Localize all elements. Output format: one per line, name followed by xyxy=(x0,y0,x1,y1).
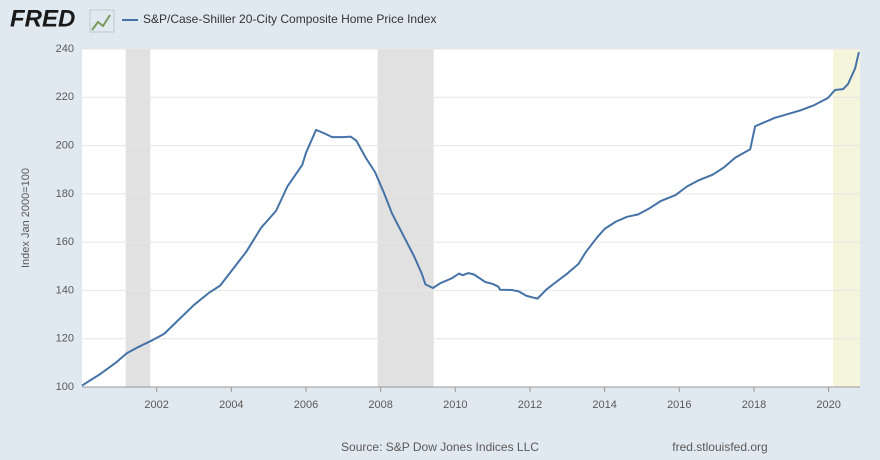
series-line xyxy=(81,51,860,387)
y-tick-label: 120 xyxy=(56,333,74,345)
x-tick-label: 2012 xyxy=(518,399,542,411)
shaded-range xyxy=(833,49,860,387)
shaded-range xyxy=(125,49,151,387)
x-tick-label: 2002 xyxy=(144,399,168,411)
y-tick-label: 180 xyxy=(56,188,74,200)
x-tick-label: 2004 xyxy=(219,399,243,411)
logo-icon xyxy=(91,14,111,31)
y-tick-label: 100 xyxy=(56,381,74,393)
y-tick-label: 200 xyxy=(56,139,74,151)
x-tick-label: 2010 xyxy=(443,399,467,411)
y-tick-label: 160 xyxy=(56,236,74,248)
logo-frame xyxy=(89,9,115,33)
x-tick-label: 2020 xyxy=(816,399,840,411)
plot-area xyxy=(82,49,860,387)
x-tick-label: 2014 xyxy=(592,399,616,411)
x-tick-label: 2006 xyxy=(294,399,318,411)
x-tick-label: 2008 xyxy=(368,399,392,411)
y-axis-label: Index Jan 2000=100 xyxy=(20,168,32,268)
shaded-range xyxy=(377,49,434,387)
logo: FRED xyxy=(10,5,75,32)
y-tick-label: 220 xyxy=(56,91,74,103)
site: fred.stlouisfed.org xyxy=(672,440,767,454)
y-tick-label: 140 xyxy=(56,284,74,296)
x-tick-label: 2016 xyxy=(667,399,691,411)
x-tick-label: 2018 xyxy=(742,399,766,411)
legend-label: S&P/Case-Shiller 20-City Composite Home … xyxy=(143,12,436,26)
y-tick-label: 240 xyxy=(56,43,74,55)
source: Source: S&P Dow Jones Indices LLC xyxy=(341,440,539,454)
